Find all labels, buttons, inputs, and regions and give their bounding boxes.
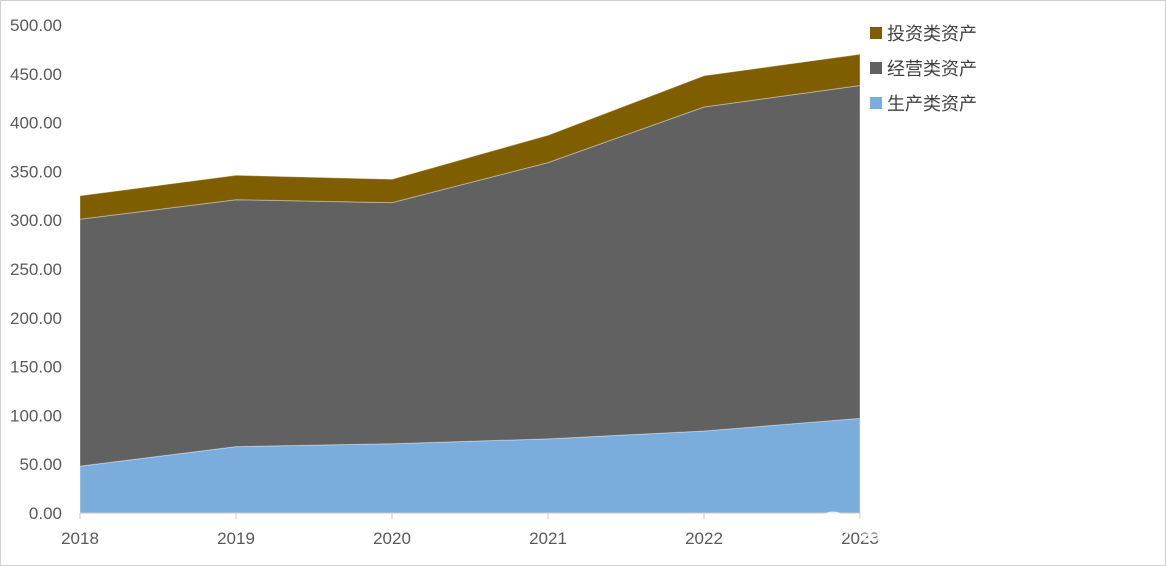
watermark-text: 雪球：老杨说投资 [857,512,1097,547]
chart-areas [79,53,861,514]
y-tick-label: 150.00 [10,358,62,377]
x-tick-label: 2018 [61,529,99,548]
x-tick-label: 2020 [373,529,411,548]
y-tick-label: 300.00 [10,211,62,230]
area-series-2 [79,53,861,220]
x-tick-label: 2019 [217,529,255,548]
watermark: 雪球：老杨说投资 [816,511,1097,547]
chart-axes: 2018 2019 2020 2021 2022 2023 0.00 50.00 100.00 1… [10,16,879,548]
legend-swatch [870,27,882,39]
y-tick-label: 400.00 [10,114,62,133]
snowball-logo-icon [816,511,850,545]
legend-label: 生产类资产 [887,94,977,115]
area-series-1 [79,84,861,467]
y-tick-label: 250.00 [10,260,62,279]
y-tick-label: 200.00 [10,309,62,328]
legend-swatch [870,97,882,109]
y-tick-label: 100.00 [10,406,62,425]
y-tick-label: 50.00 [19,455,62,474]
y-tick-label: 350.00 [10,162,62,181]
x-tick-label: 2023 [841,529,879,548]
y-tick-label: 450.00 [10,65,62,84]
legend-label: 经营类资产 [887,59,977,80]
x-tick-label: 2022 [685,529,723,548]
x-tick-label: 2021 [529,529,567,548]
y-tick-label: 0.00 [29,504,62,523]
legend-label: 投资类资产 [887,24,977,45]
legend-swatch [870,62,882,74]
y-tick-label: 500.00 [10,16,62,35]
